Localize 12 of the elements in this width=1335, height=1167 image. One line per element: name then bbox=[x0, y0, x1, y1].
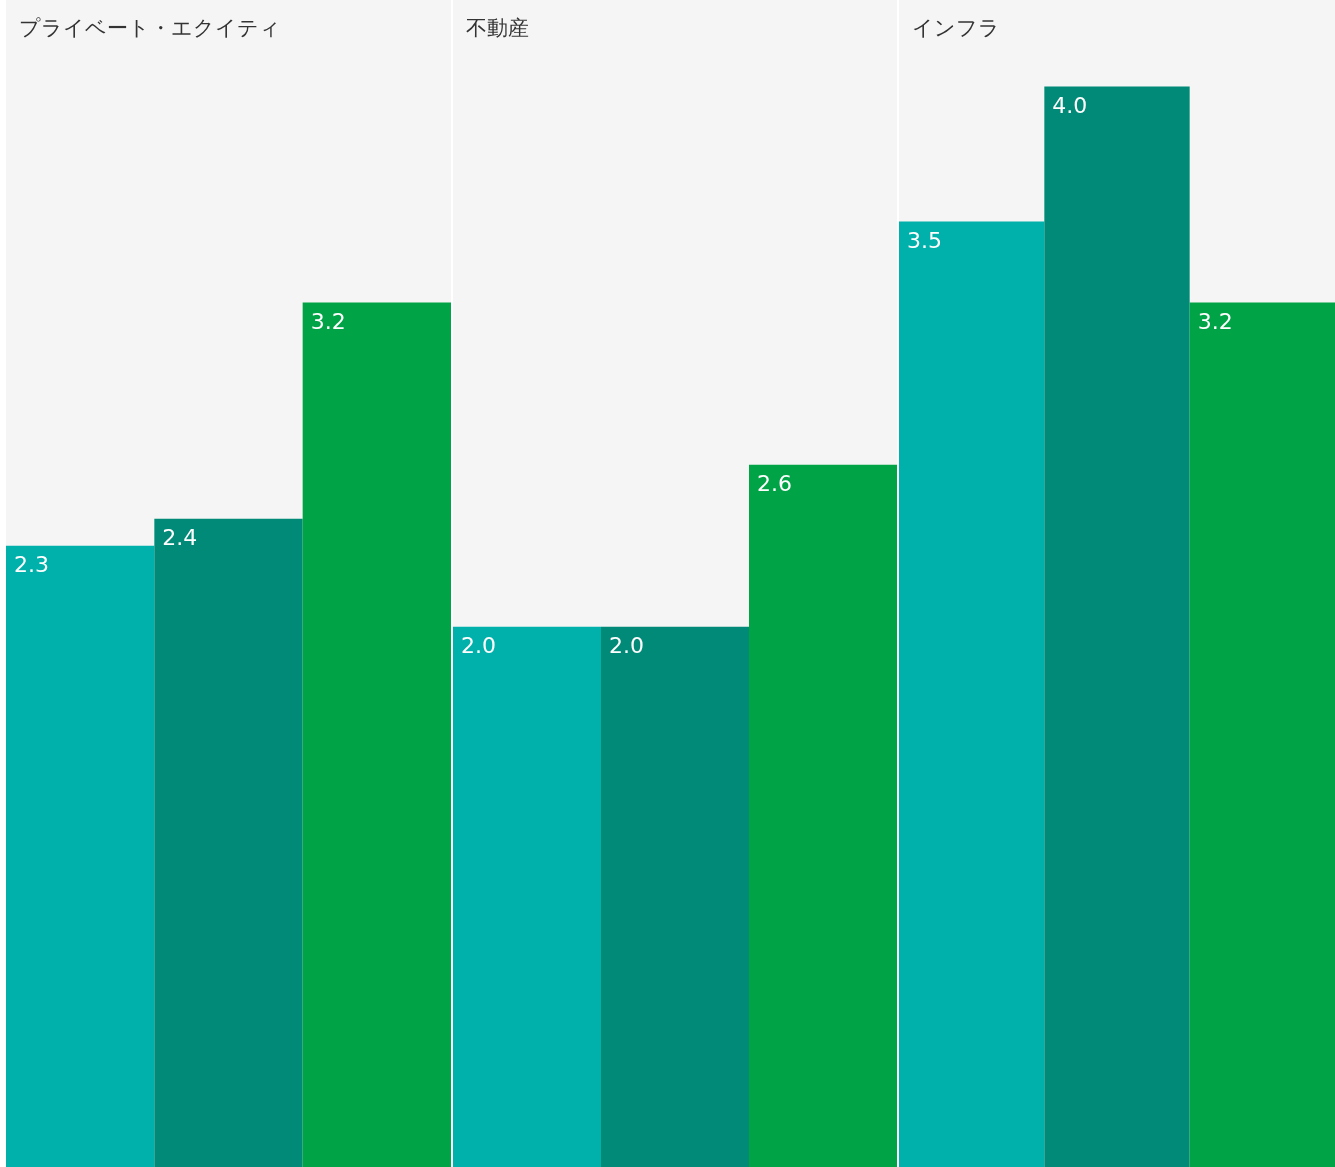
data-label: 3.5 bbox=[907, 228, 942, 254]
data-label: 4.0 bbox=[1052, 92, 1088, 118]
data-label: 2.0 bbox=[609, 633, 644, 659]
text: プライベート・エクイティ bbox=[19, 15, 281, 40]
data-label: 3.2 bbox=[310, 309, 346, 335]
text: インフラ bbox=[912, 15, 1000, 40]
data-label: 2.3 bbox=[14, 552, 49, 578]
text: 不動産 bbox=[466, 15, 529, 40]
data-label: 2.6 bbox=[757, 471, 792, 497]
data-label: 2.4 bbox=[162, 525, 198, 551]
data-label: 2.0 bbox=[461, 633, 496, 659]
data-label: 3.2 bbox=[1197, 309, 1233, 335]
